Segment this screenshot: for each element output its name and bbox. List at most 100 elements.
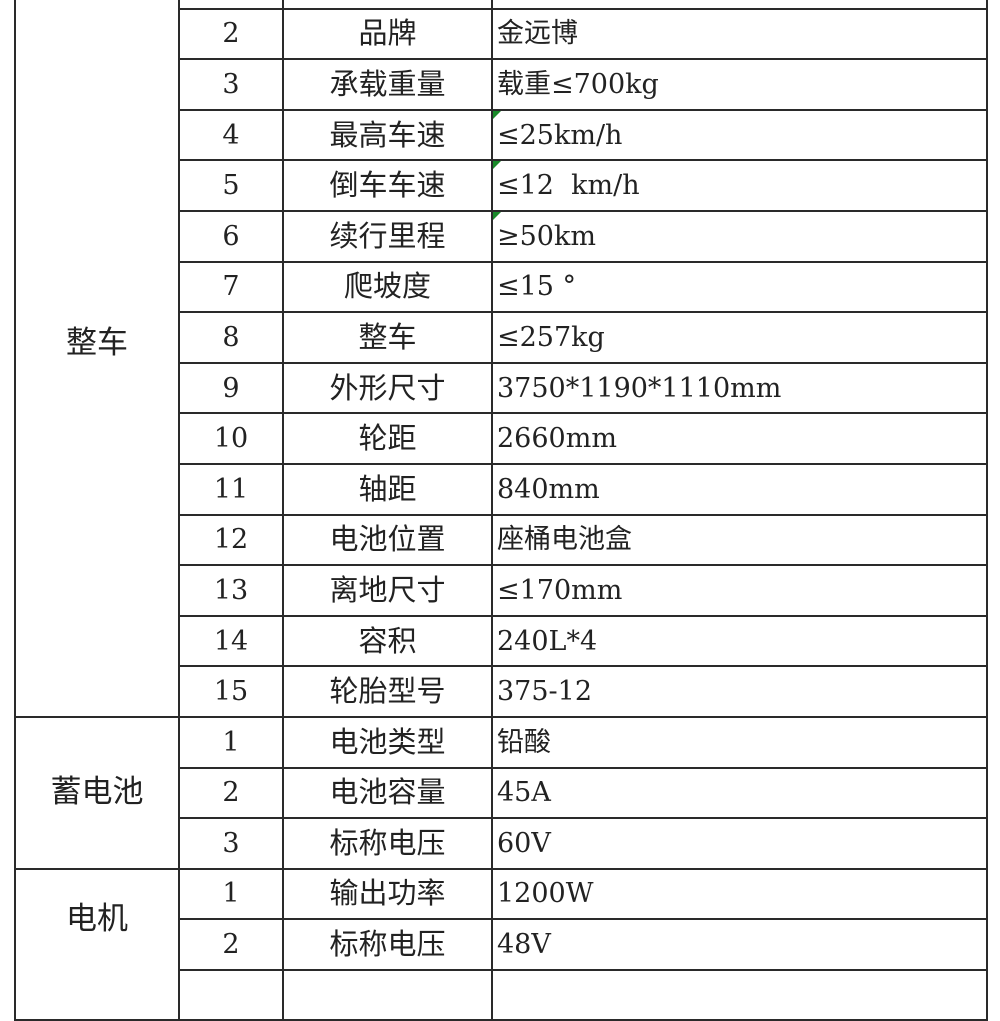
name-cell: 外形尺寸 (282, 361, 493, 415)
table-row: 11 轴距 840mm (15, 462, 988, 516)
number-cell: 14 (178, 614, 284, 668)
number-cell: 2 (178, 918, 284, 971)
comment-marker-icon[interactable] (493, 110, 501, 119)
name-cell-text: 标称电压 (329, 927, 446, 962)
table-row: 3 标称电压 60V (15, 817, 988, 870)
table-row: 6 续行里程 ≥50km (15, 209, 988, 263)
value-cell: ≤257kg (491, 311, 988, 364)
number-cell: 8 (178, 311, 284, 364)
name-cell-text: 输出功率 (329, 876, 446, 911)
name-cell (282, 0, 493, 10)
name-cell: 承载重量 (282, 58, 493, 111)
name-cell-text: 轴距 (358, 471, 417, 506)
value-cell-text: 375-12 (497, 676, 593, 708)
number-cell-text: 2 (222, 18, 240, 50)
number-cell: 2 (178, 7, 284, 61)
number-cell-text: 1 (222, 878, 240, 910)
table-row: 13 离地尺寸 ≤170mm (15, 564, 988, 617)
value-cell-text: ≤12 km/h (497, 170, 640, 202)
name-cell-text: 承载重量 (329, 66, 446, 101)
value-cell: 60V (491, 817, 988, 870)
name-cell-text: 轮胎型号 (329, 674, 446, 709)
table-row: 12 电池位置 座桶电池盒 (15, 513, 988, 567)
value-cell-text: 载重≤700kg (497, 68, 659, 100)
table-row: 8 整车 ≤257kg (15, 311, 988, 364)
name-cell-text: 续行里程 (329, 218, 446, 253)
name-cell: 输出功率 (282, 867, 493, 921)
name-cell: 离地尺寸 (282, 564, 493, 617)
value-cell-text: 座桶电池盒 (497, 524, 632, 556)
value-cell: 铅酸 (491, 715, 988, 769)
name-cell: 电池容量 (282, 766, 493, 820)
value-cell-text: 金远博 (497, 18, 578, 50)
spec-table: 整车 2 品牌 金远博 3 承载重量 载重≤700kg 4 最高车速 ≤25km/h 5 倒车车速 ≤1… (14, 0, 988, 1021)
value-cell (491, 968, 988, 1021)
name-cell: 标称电压 (282, 817, 493, 870)
name-cell-text: 电池容量 (329, 775, 446, 810)
number-cell-text: 4 (222, 119, 240, 151)
name-cell: 电池类型 (282, 715, 493, 769)
table-row: 10 轮距 2660mm (15, 412, 988, 465)
number-cell: 10 (178, 412, 284, 465)
value-cell: ≤170mm (491, 564, 988, 617)
value-cell: 2660mm (491, 412, 988, 465)
number-cell: 5 (178, 159, 284, 212)
value-cell-text: ≥50km (497, 220, 596, 252)
number-cell-text: 14 (213, 625, 249, 657)
value-cell: ≤25km/h (491, 108, 988, 162)
number-cell: 1 (178, 867, 284, 921)
table-row: 3 承载重量 载重≤700kg (15, 58, 988, 111)
table-row: 电机 1 输出功率 1200W (14, 867, 988, 1021)
value-cell: ≥50km (491, 209, 988, 263)
number-cell-text: 15 (213, 676, 249, 708)
value-cell-text: ≤257kg (497, 321, 605, 353)
value-cell: 载重≤700kg (491, 58, 988, 111)
name-cell: 轮距 (282, 412, 493, 465)
name-cell-text: 外形尺寸 (329, 370, 446, 405)
number-cell (178, 0, 284, 10)
table-row: 2 电池容量 45A (15, 766, 988, 820)
name-cell-text: 品牌 (358, 16, 417, 51)
number-cell-text: 7 (222, 271, 240, 303)
value-cell: ≤12 km/h (491, 159, 988, 212)
number-cell: 1 (178, 715, 284, 769)
comment-marker-icon[interactable] (493, 211, 501, 220)
value-cell-text: ≤25km/h (497, 119, 623, 151)
number-cell-text: 10 (213, 423, 249, 455)
value-cell-text: 60V (497, 827, 551, 859)
number-cell: 9 (178, 361, 284, 415)
category-cell: 电机 (14, 867, 180, 1021)
value-cell: 840mm (491, 462, 988, 516)
number-cell-text: 12 (213, 524, 249, 556)
value-cell: 375-12 (491, 665, 988, 718)
value-cell-text: 铅酸 (497, 726, 551, 758)
table-row: 4 最高车速 ≤25km/h (15, 108, 988, 162)
value-cell: 240L*4 (491, 614, 988, 668)
name-cell: 倒车车速 (282, 159, 493, 212)
number-cell-text: 1 (222, 726, 240, 758)
comment-marker-icon[interactable] (493, 161, 501, 170)
value-cell-text: 3750*1190*1110mm (497, 372, 782, 404)
name-cell: 续行里程 (282, 209, 493, 263)
number-cell-text: 13 (213, 574, 249, 606)
number-cell: 13 (178, 564, 284, 617)
name-cell-text: 容积 (358, 623, 417, 658)
number-cell-text: 9 (222, 372, 240, 404)
value-cell: ≤15 ° (491, 260, 988, 314)
name-cell-text: 最高车速 (329, 117, 446, 152)
value-cell: 48V (491, 918, 988, 971)
number-cell: 15 (178, 665, 284, 718)
name-cell-text: 电池类型 (329, 724, 446, 759)
name-cell: 最高车速 (282, 108, 493, 162)
name-cell: 品牌 (282, 7, 493, 61)
value-cell-text: 1200W (497, 878, 594, 910)
number-cell: 6 (178, 209, 284, 263)
number-cell: 3 (178, 817, 284, 870)
name-cell: 轮胎型号 (282, 665, 493, 718)
value-cell-text: ≤15 ° (497, 271, 577, 303)
name-cell: 标称电压 (282, 918, 493, 971)
table-row: 2 品牌 金远博 (15, 7, 988, 61)
name-cell: 电池位置 (282, 513, 493, 567)
table-row: 5 倒车车速 ≤12 km/h (15, 159, 988, 212)
number-cell-text: 2 (222, 777, 240, 809)
